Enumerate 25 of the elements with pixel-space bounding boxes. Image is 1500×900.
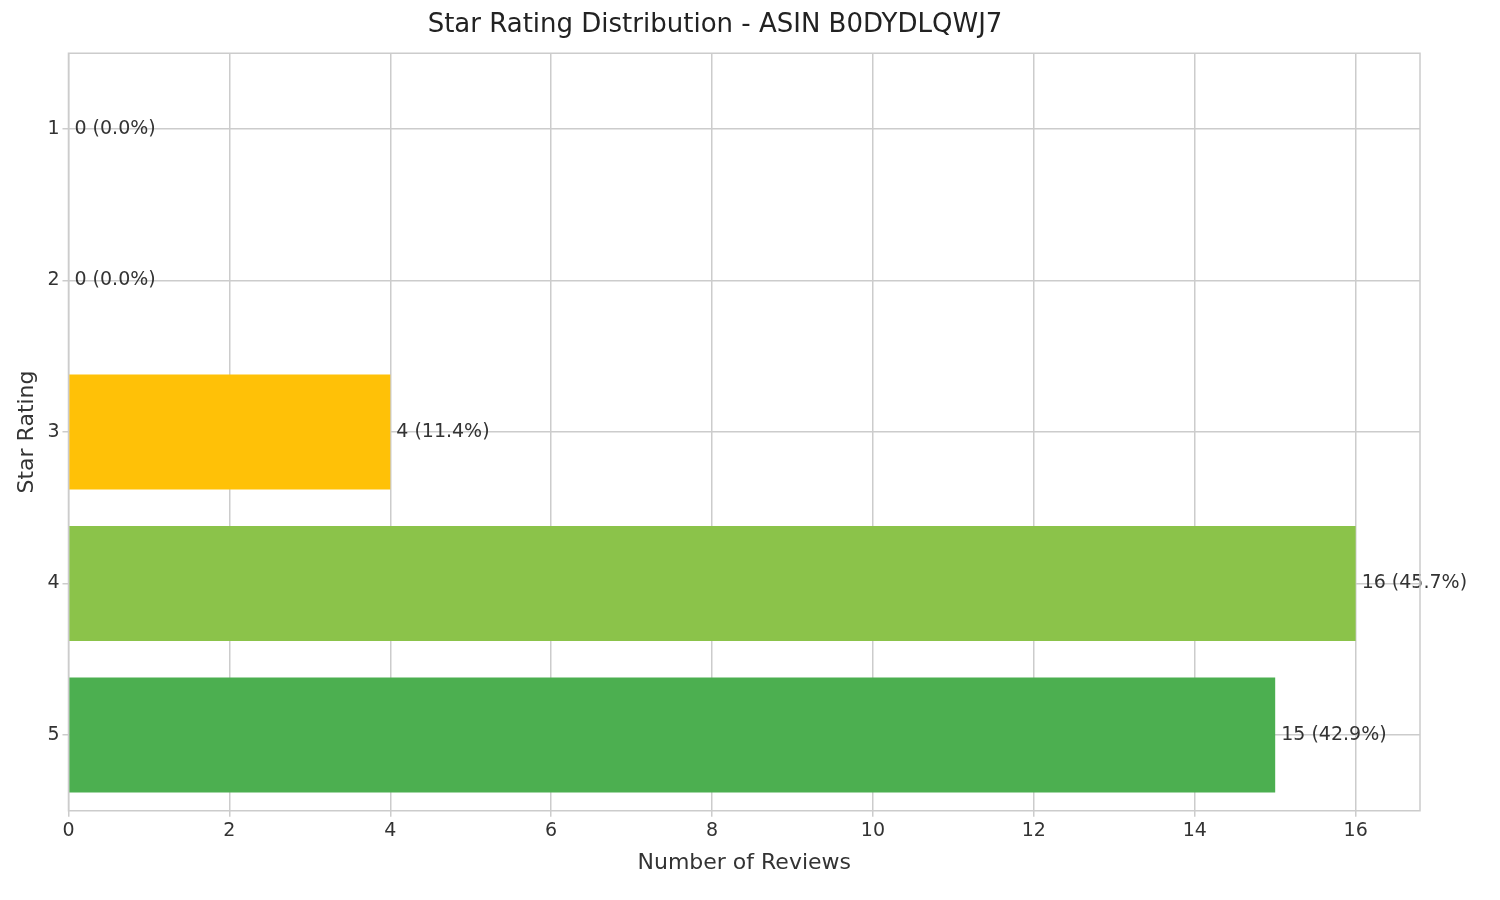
- data-label: 16 (45.7%): [1361, 570, 1468, 593]
- x-tick-label: 16: [1343, 818, 1368, 841]
- y-tick-label: 4: [47, 570, 60, 593]
- x-tick-label: 4: [384, 818, 397, 841]
- y-tick-label: 5: [47, 721, 60, 744]
- x-tick-label: 0: [62, 818, 75, 841]
- y-tick-label: 1: [47, 115, 60, 138]
- x-tick-label: 8: [706, 818, 719, 841]
- bar: [69, 374, 391, 490]
- x-tick-label: 10: [860, 818, 886, 841]
- x-tick-label: 14: [1182, 818, 1207, 841]
- chart-title: Star Rating Distribution - ASIN B0DYDLQWJ7: [427, 8, 1003, 39]
- y-tick-label: 2: [47, 267, 60, 290]
- x-tick-label: 12: [1021, 818, 1046, 841]
- y-tick-label: 3: [47, 418, 60, 441]
- x-axis-title: Number of Reviews: [637, 848, 852, 874]
- data-label: 0 (0.0%): [74, 267, 156, 290]
- x-tick-label: 2: [223, 818, 236, 841]
- bar: [69, 525, 1356, 642]
- y-axis-title: Star Rating: [12, 370, 38, 494]
- data-label: 0 (0.0%): [74, 115, 156, 138]
- bar: [69, 677, 1276, 793]
- data-label: 15 (42.9%): [1281, 721, 1387, 744]
- data-label: 4 (11.4%): [396, 418, 490, 441]
- x-tick-label: 6: [545, 818, 558, 841]
